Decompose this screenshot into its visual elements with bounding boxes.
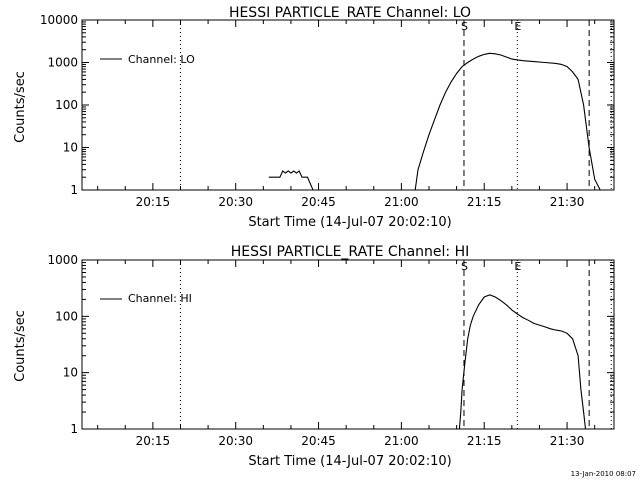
- x-tick-label: 20:15: [136, 195, 171, 209]
- y-tick-label: 10: [63, 366, 78, 380]
- x-tick-label: 21:15: [467, 434, 502, 448]
- x-tick-label: 20:45: [301, 195, 336, 209]
- y-tick-label: 1000: [47, 253, 78, 267]
- x-tick-label: 20:30: [218, 434, 253, 448]
- x-tick-label: 21:15: [467, 195, 502, 209]
- panel-lo: HESSI PARTICLE_RATE Channel: LO Start Ti…: [13, 5, 615, 230]
- legend-label: Channel: LO: [128, 53, 195, 66]
- panel-hi: HESSI PARTICLE_RATE Channel: HI Start Ti…: [13, 244, 615, 469]
- y-axis-label: Counts/sec: [13, 71, 28, 143]
- event-marker-label: S: [461, 260, 468, 273]
- x-tick-label: 20:15: [136, 434, 171, 448]
- y-tick-label: 1000: [47, 56, 78, 70]
- y-tick-label: 100: [55, 309, 78, 323]
- x-tick-label: 21:30: [550, 434, 585, 448]
- x-tick-label: 21:00: [384, 195, 419, 209]
- x-tick-label: 21:30: [550, 195, 585, 209]
- event-marker-label: E: [514, 260, 521, 273]
- series-line: [268, 52, 601, 191]
- y-axis-label: Counts/sec: [13, 310, 28, 382]
- plot-frame: [81, 19, 615, 191]
- chart-title: HESSI PARTICLE_RATE Channel: LO: [229, 5, 471, 21]
- y-tick-label: 1: [70, 422, 78, 436]
- y-tick-label: 1: [70, 183, 78, 197]
- x-axis-label: Start Time (14-Jul-07 20:02:10): [248, 215, 451, 230]
- legend-label: Channel: HI: [128, 292, 192, 305]
- y-tick-label: 100: [55, 98, 78, 112]
- x-tick-label: 20:45: [301, 434, 336, 448]
- x-tick-label: 20:30: [218, 195, 253, 209]
- footer-timestamp: 13-Jan-2010 08:07: [571, 470, 636, 478]
- plot-frame: [81, 259, 615, 430]
- x-tick-label: 21:00: [384, 434, 419, 448]
- y-tick-label: 10: [63, 141, 78, 155]
- event-marker-label: E: [514, 20, 521, 33]
- x-axis-label: Start Time (14-Jul-07 20:02:10): [248, 454, 451, 469]
- chart-title: HESSI PARTICLE_RATE Channel: HI: [231, 244, 469, 260]
- event-marker-label: S: [461, 20, 468, 33]
- y-tick-label: 10000: [40, 13, 78, 27]
- series-line: [458, 294, 587, 430]
